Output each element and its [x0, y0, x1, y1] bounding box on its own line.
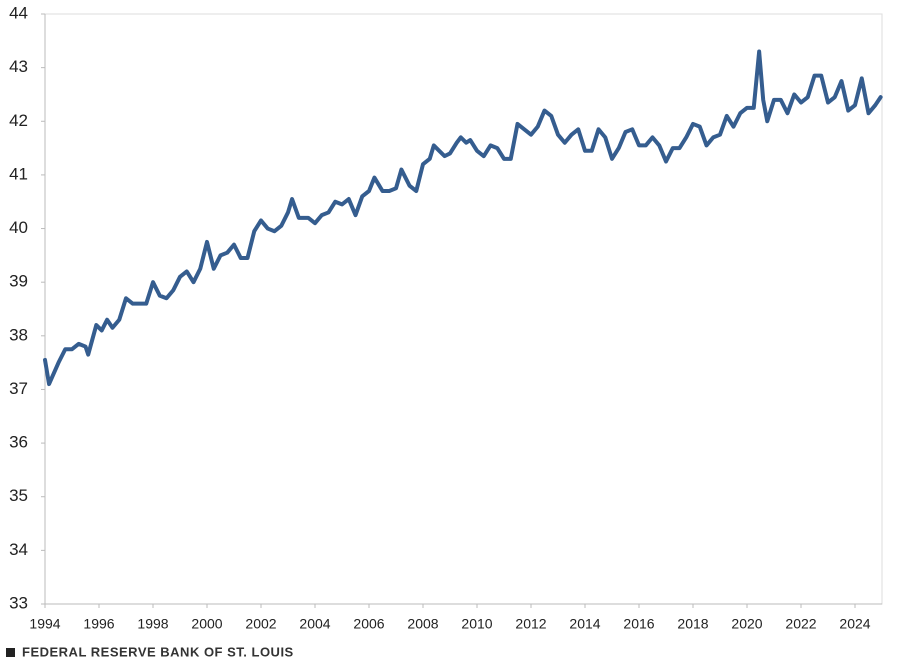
x-tick-label: 2018 [677, 616, 708, 632]
x-tick-label: 1996 [83, 616, 114, 632]
x-tick-label: 1998 [137, 616, 168, 632]
y-tick-label: 33 [9, 593, 28, 612]
y-tick-label: 42 [9, 111, 28, 130]
y-tick-label: 39 [9, 272, 28, 291]
x-tick-label: 1994 [29, 616, 60, 632]
x-tick-label: 2024 [839, 616, 870, 632]
y-tick-label: 40 [9, 218, 28, 237]
y-tick-label: 38 [9, 325, 28, 344]
x-tick-label: 2006 [353, 616, 384, 632]
y-tick-label: 36 [9, 433, 28, 452]
y-tick-label: 37 [9, 379, 28, 398]
y-tick-label: 44 [9, 3, 28, 22]
x-tick-label: 2008 [407, 616, 438, 632]
source: FEDERAL RESERVE BANK OF ST. LOUIS [22, 644, 294, 659]
source-icon [6, 648, 15, 657]
x-tick-label: 2012 [515, 616, 546, 632]
x-tick-label: 2020 [731, 616, 762, 632]
y-tick-label: 35 [9, 486, 28, 505]
y-tick-label: 43 [9, 57, 28, 76]
x-tick-label: 2022 [785, 616, 816, 632]
x-tick-label: 2000 [191, 616, 222, 632]
x-tick-label: 2002 [245, 616, 276, 632]
series-line [43, 49, 883, 387]
plot-frame [44, 13, 883, 605]
y-tick-label: 41 [9, 164, 28, 183]
x-tick-label: 2010 [461, 616, 492, 632]
x-tick-label: 2004 [299, 616, 330, 632]
x-tick-label: 2014 [569, 616, 600, 632]
x-tick-label: 2016 [623, 616, 654, 632]
y-tick-label: 34 [9, 540, 28, 559]
